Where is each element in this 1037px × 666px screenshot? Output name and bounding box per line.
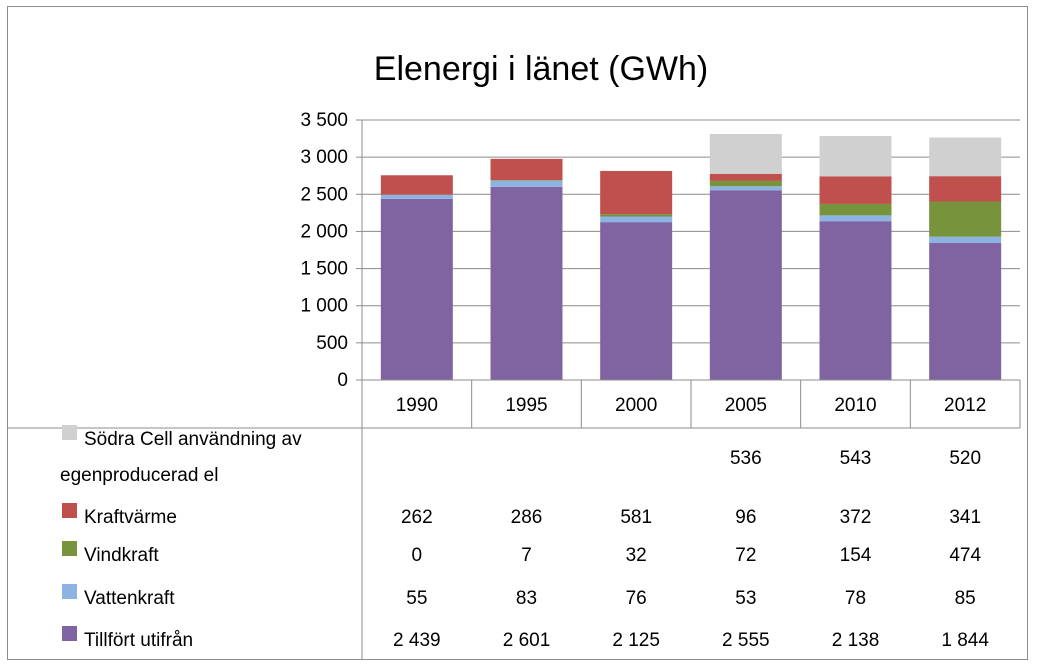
y-tick-label: 0 [337,370,348,391]
bar-segment [819,176,892,204]
table-value: 520 [949,448,981,469]
legend-swatch [62,541,77,556]
bar-segment [600,216,673,223]
table-value: 1 844 [941,630,989,651]
table-value: 372 [840,507,872,528]
bar-segment [929,201,1002,237]
legend-swatch [62,584,77,599]
bar-segment [709,180,782,187]
bar-segment [380,194,453,199]
y-axis-ticks: 3 500 3 000 2 500 2 000 1 500 1 000 500 0 [300,110,362,391]
legend-label: egenproducerad el [60,465,218,486]
x-tick-label: 2010 [834,395,876,416]
table-value: 286 [511,507,543,528]
legend-swatch [62,626,77,641]
table-value: 96 [735,507,756,528]
bar-segment [709,173,782,181]
bar-segment [380,198,453,380]
bar-segment [819,203,892,216]
bar-segment [819,135,892,177]
data-table: 1990 1995 2000 2005 2010 2012 Södra Cell använ… [8,380,1021,660]
table-value: 2 125 [612,630,660,651]
gridlines [362,119,1020,344]
chart-title: Elenergi i länet (GWh) [374,50,708,88]
y-tick-label: 500 [316,333,348,354]
table-value: 536 [730,448,762,469]
table-value: 7 [521,545,532,566]
bar-segment [600,222,673,380]
bar-segment [490,180,563,181]
y-tick-label: 2 500 [300,184,348,205]
bar-segment [490,158,563,181]
bar-segment [380,175,453,195]
table-value: 581 [620,507,652,528]
table-value: 55 [406,588,427,609]
table-value: 83 [516,588,537,609]
bar-segment [490,180,563,187]
bar-segment [819,215,892,222]
table-value: 76 [626,588,647,609]
x-tick-label: 1995 [505,395,547,416]
bar-layer [380,133,1002,380]
table-value: 262 [401,507,433,528]
legend-swatch [62,425,77,440]
legend-label: Vattenkraft [84,588,175,609]
bar-segment [709,186,782,191]
x-tick-label: 2012 [944,395,986,416]
y-tick-label: 3 500 [300,110,348,131]
table-value: 53 [735,588,756,609]
table-value: 72 [735,545,756,566]
bar-segment [929,236,1002,244]
y-tick-label: 2 000 [300,221,348,242]
table-value: 2 439 [393,630,441,651]
table-value: 2 555 [722,630,770,651]
legend-label: Kraftvärme [84,507,177,528]
table-value: 85 [955,588,976,609]
bar-segment [600,170,673,215]
bar-segment [709,190,782,380]
bar-segment [929,176,1002,202]
x-tick-label: 2000 [615,395,657,416]
bar-segment [819,221,892,380]
x-tick-label: 2005 [725,395,767,416]
table-value: 154 [840,545,872,566]
axes [356,120,1020,381]
legend-label: Vindkraft [84,545,159,566]
bar-segment [600,214,673,217]
legend-label: Södra Cell användning av [84,429,302,450]
y-tick-label: 3 000 [300,147,348,168]
bar-segment [929,137,1002,177]
table-value: 474 [949,545,981,566]
bar-segment [709,133,782,174]
bar-segment [490,186,563,380]
table-value: 2 138 [832,630,880,651]
x-tick-label: 1990 [396,395,438,416]
table-value: 543 [840,448,872,469]
table-value: 0 [412,545,423,566]
legend-swatch [62,503,77,518]
table-value: 341 [949,507,981,528]
y-tick-label: 1 500 [300,259,348,280]
y-tick-label: 1 000 [300,296,348,317]
table-value: 32 [626,545,647,566]
bar-segment [929,243,1002,380]
legend-label: Tillfört utifrån [84,630,193,651]
table-value: 78 [845,588,866,609]
table-value: 2 601 [503,630,551,651]
